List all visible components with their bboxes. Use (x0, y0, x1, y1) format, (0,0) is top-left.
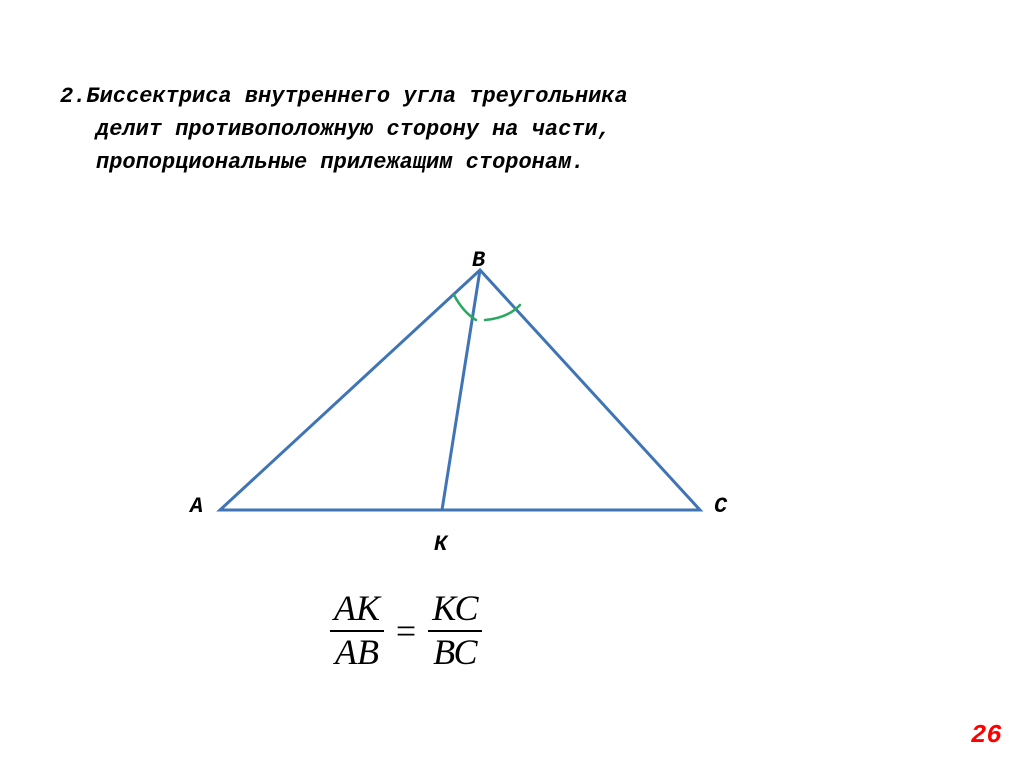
frac1-denominator: АВ (331, 634, 383, 672)
theorem-number: 2. (60, 84, 86, 109)
frac2-numerator: КС (428, 590, 482, 628)
vertex-label-B: В (472, 248, 485, 273)
theorem-line-1: 2.Биссектриса внутреннего угла треугольн… (60, 80, 940, 113)
fraction-KC-BC: КС ВС (428, 590, 482, 672)
frac1-numerator: АК (330, 590, 384, 628)
triangle-svg (180, 250, 740, 570)
fraction-AK-AB: АК АВ (330, 590, 384, 672)
page-number: 26 (971, 720, 1002, 750)
theorem-line1-text: Биссектриса внутреннего угла треугольник… (86, 84, 627, 109)
equals-sign: = (396, 610, 416, 652)
proportion-formula: АК АВ = КС ВС (330, 590, 482, 672)
vertex-label-C: С (714, 494, 727, 519)
page: 2.Биссектриса внутреннего угла треугольн… (0, 0, 1024, 768)
theorem-line-2: делит противоположную сторону на части, (60, 113, 940, 146)
vertex-label-A: А (190, 494, 203, 519)
triangle-figure: А В С К (180, 250, 740, 570)
frac2-denominator: ВС (429, 634, 481, 672)
theorem-text: 2.Биссектриса внутреннего угла треугольн… (60, 80, 940, 179)
vertex-label-K: К (434, 532, 447, 557)
theorem-line-3: пропорциональные прилежащим сторонам. (60, 146, 940, 179)
